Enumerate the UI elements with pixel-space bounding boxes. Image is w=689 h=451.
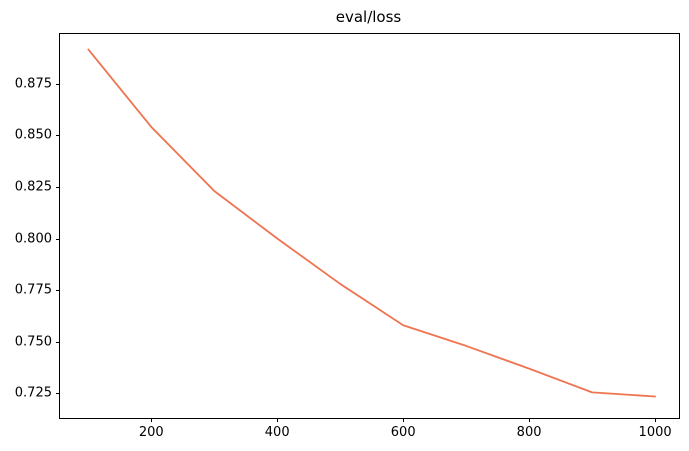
loss-line-chart [87, 48, 656, 398]
x-tick-label: 800 [516, 425, 542, 440]
x-tick-mark [529, 418, 531, 422]
y-tick-label: 0.825 [14, 179, 52, 195]
x-tick-mark [277, 418, 279, 422]
x-tick-label: 1000 [638, 425, 672, 440]
plot-area: 200 400 600 800 1000 0.875 0.850 0.825 0.800 0.77… [15, 33, 680, 440]
y-tick-mark [56, 341, 60, 343]
y-tick-mark [56, 186, 60, 188]
loss-line-series [87, 48, 656, 398]
x-tick-mark [403, 418, 405, 422]
x-tick-label: 400 [264, 425, 290, 440]
y-tick-mark [56, 135, 60, 137]
x-tick-label: 600 [390, 425, 416, 440]
y-tick-mark [56, 83, 60, 85]
y-tick-label: 0.775 [14, 282, 52, 298]
y-tick-label: 0.875 [14, 76, 52, 92]
y-tick-mark [56, 393, 60, 395]
y-tick-label: 0.750 [14, 334, 52, 350]
y-tick-mark [56, 290, 60, 292]
y-tick-mark [56, 238, 60, 240]
x-tick-mark [655, 418, 657, 422]
chart-title: eval/loss [335, 8, 402, 26]
y-tick-label: 0.725 [14, 385, 52, 401]
y-tick-label: 0.800 [14, 231, 52, 246]
x-tick-mark [151, 418, 153, 422]
y-tick-label: 0.850 [14, 127, 52, 143]
x-tick-label: 200 [138, 425, 164, 440]
